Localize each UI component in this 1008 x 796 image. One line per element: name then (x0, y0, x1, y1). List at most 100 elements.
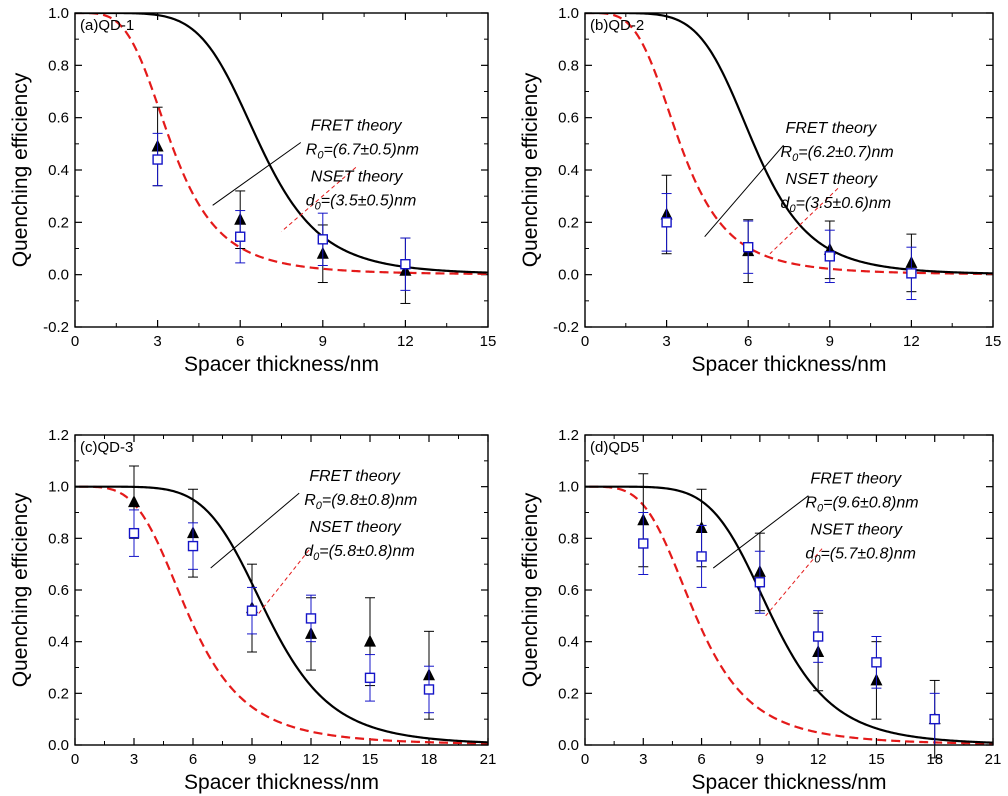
data-point-square (305, 613, 317, 624)
fret-curve (585, 485, 993, 744)
nset-theory-label: NSET theory (810, 522, 903, 539)
nset-pointer-line (765, 548, 823, 617)
x-tick-label: 15 (362, 751, 379, 768)
y-axis-title: Quenching efficiency (519, 492, 542, 687)
fret-r0-annotation: R0=(6.7±0.5)nm (306, 142, 419, 162)
plot-area (585, 13, 993, 275)
y-tick-label: 1.0 (558, 5, 579, 22)
nset-param-subscript: 0 (789, 203, 796, 215)
nset-param-symbol: d (781, 195, 791, 212)
data-point-square (317, 234, 328, 245)
data-point-square (187, 540, 199, 552)
nset-param-subscript: 0 (814, 554, 821, 566)
series-squares (128, 509, 435, 714)
data-point-square (400, 259, 411, 270)
nset-d0-annotation: d0=(3.5±0.5)nm (306, 193, 417, 213)
x-tick-label: 0 (71, 333, 79, 350)
fret-r0-annotation: R0=(9.8±0.8)nm (304, 492, 417, 512)
y-tick-label: 0.8 (558, 57, 579, 74)
x-tick-label: 15 (868, 751, 885, 768)
nset-param-value: =(5.7±0.8)nm (820, 546, 916, 563)
y-tick-label: 0.4 (48, 162, 69, 179)
x-tick-label: 3 (153, 333, 161, 350)
data-point-square (812, 631, 824, 642)
y-tick-label: -0.2 (553, 319, 579, 336)
y-tick-label: 0.8 (558, 530, 579, 547)
y-tick-label: 0.0 (558, 737, 579, 754)
x-tick-label: 3 (130, 751, 138, 768)
series-triangles (660, 174, 918, 293)
x-tick-label: 12 (303, 751, 320, 768)
x-tick-label: 9 (319, 333, 327, 350)
fret-param-value: =(9.8±0.8)nm (322, 492, 418, 509)
fret-theory-label: FRET theory (810, 471, 902, 488)
data-point-square (661, 217, 672, 228)
y-axis-title: Quenching efficiency (9, 72, 32, 267)
fret-curve (585, 13, 993, 275)
data-point-triangle (128, 495, 140, 508)
nset-param-subscript: 0 (315, 201, 322, 213)
x-tick-label: 9 (826, 333, 834, 350)
y-tick-label: 0.2 (558, 214, 579, 231)
data-point-square (696, 551, 707, 562)
nset-theory-label: NSET theory (311, 169, 404, 186)
data-point-square (754, 577, 766, 588)
x-axis-title: Spacer thickness/nm (184, 771, 379, 794)
x-tick-label: 6 (236, 333, 244, 350)
fret-param-symbol: R (306, 142, 318, 159)
y-tick-label: 0.2 (48, 214, 69, 231)
fret-param-subscript: 0 (792, 152, 799, 164)
x-axis-title: Spacer thickness/nm (692, 353, 887, 376)
x-tick-label: 18 (926, 751, 943, 768)
fret-pointer-line (210, 492, 300, 569)
y-tick-label: -0.2 (43, 319, 69, 336)
fret-param-subscript: 0 (817, 503, 824, 515)
fret-theory-label: FRET theory (786, 120, 878, 137)
nset-d0-annotation: d0=(5.7±0.8)nm (805, 546, 916, 566)
y-tick-label: 0.6 (558, 110, 579, 127)
y-tick-label: 0.4 (48, 634, 69, 651)
y-tick-label: 0.0 (48, 737, 69, 754)
data-point-square (246, 605, 258, 616)
chart-panel-2: 0 3 6 9 12 15 -0.2 0.0 0.2 0.4 0.6 0.8 1.0 Spacer thi… (519, 5, 1001, 376)
plot-area (585, 485, 993, 745)
y-tick-label: 1.0 (48, 5, 69, 22)
x-tick-label: 12 (397, 333, 414, 350)
plot-frame (74, 434, 489, 746)
fret-pointer-line (212, 142, 302, 206)
nset-d0-annotation: d0=(5.8±0.8)nm (304, 543, 415, 563)
y-tick-label: 1.2 (558, 427, 579, 444)
nset-curve (75, 485, 488, 745)
x-tick-label: 6 (697, 751, 705, 768)
y-tick-label: 0.2 (48, 685, 69, 702)
x-tick-label: 15 (985, 333, 1002, 350)
data-point-square (128, 527, 140, 539)
y-tick-label: 1.0 (558, 479, 579, 496)
nset-pointer-line (257, 549, 310, 615)
x-tick-label: 12 (903, 333, 920, 350)
y-tick-label: 0.0 (558, 267, 579, 284)
data-point-square (906, 268, 917, 279)
fret-param-symbol: R (805, 495, 817, 512)
fret-param-symbol: R (781, 144, 793, 161)
panel-label: (c)QD-3 (80, 439, 133, 456)
fret-theory-label: FRET theory (311, 118, 403, 135)
nset-param-value: =(5.8±0.8)nm (319, 543, 415, 560)
plot-frame (584, 434, 994, 746)
plot-frame (74, 12, 489, 328)
y-tick-label: 0.6 (558, 582, 579, 599)
x-tick-label: 18 (421, 751, 438, 768)
data-point-square (234, 231, 246, 242)
nset-curve (585, 13, 993, 275)
fret-r0-annotation: R0=(6.2±0.7)nm (781, 144, 894, 164)
x-tick-label: 15 (480, 333, 497, 350)
data-point-square (638, 538, 649, 549)
plot-frame (584, 12, 994, 328)
nset-param-value: =(3.5±0.6)nm (796, 195, 892, 212)
fret-r0-annotation: R0=(9.6±0.8)nm (805, 495, 918, 515)
fret-curve (75, 13, 488, 274)
nset-theory-label: NSET theory (786, 171, 879, 188)
data-point-square (871, 657, 882, 668)
y-tick-label: 1.2 (48, 427, 69, 444)
